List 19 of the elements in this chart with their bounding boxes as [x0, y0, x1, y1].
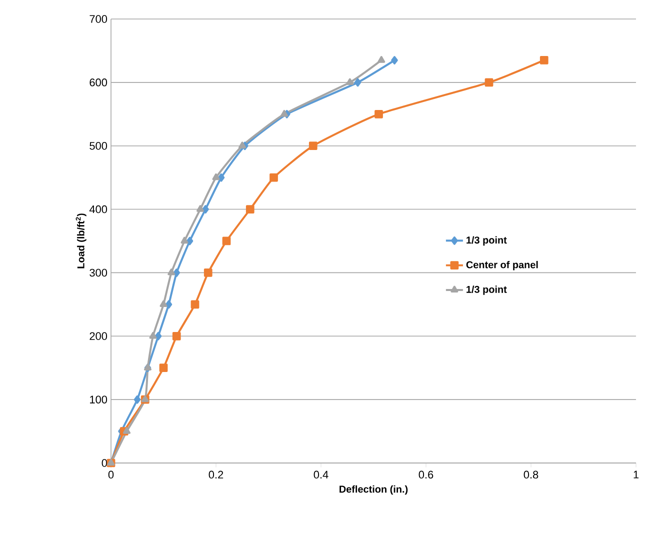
y-tick-label: 200 [90, 332, 108, 340]
x-tick-label: 0.8 [524, 470, 538, 479]
legend-label: Center of panel [466, 260, 538, 270]
x-tick-label: 0.2 [208, 470, 224, 479]
y-tick-label: 400 [89, 205, 108, 214]
x-tick-label: 0 [108, 470, 114, 479]
y-tick-label: 700 [90, 15, 108, 23]
x-tick-label: 0.4 [314, 470, 328, 479]
legend-label: 1/3 point [466, 286, 507, 295]
x-tick-label: 1 [634, 470, 639, 478]
x-axis-title: Deflection (in.) [340, 485, 408, 495]
y-tick-label: 500 [90, 142, 108, 150]
y-axis-title: Load (lb/ft$^{2}$) [76, 214, 86, 268]
y-tick-label: 300 [90, 268, 108, 277]
x-tick-label: 0.6 [418, 470, 434, 479]
y-tick-label: 100 [90, 396, 108, 404]
y-tick-label: 0 [102, 459, 108, 467]
y-tick-label: 600 [90, 78, 108, 86]
legend-label: 1/3 point [466, 236, 507, 246]
